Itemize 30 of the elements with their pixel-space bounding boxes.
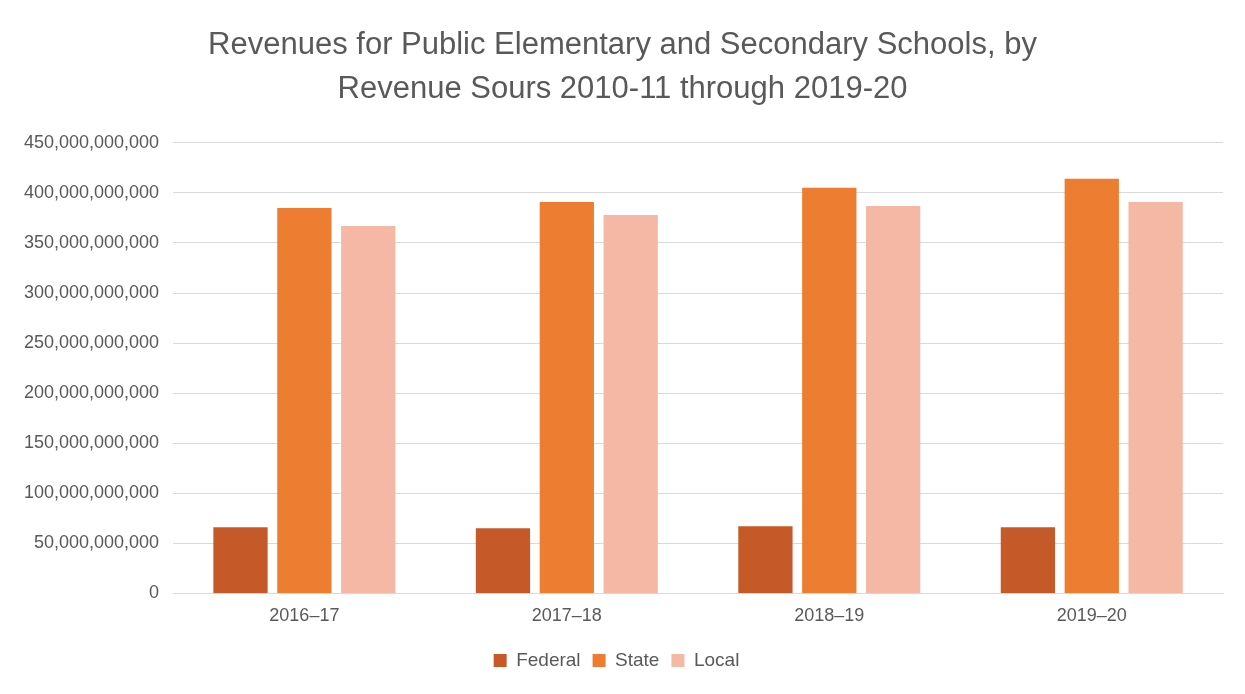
bar [1128, 201, 1183, 593]
y-tick-label: 200,000,000,000 [23, 382, 160, 403]
bar [277, 207, 332, 593]
legend-label: Local [693, 648, 740, 670]
x-tick-label: 2016–17 [269, 605, 340, 626]
y-tick-label: 400,000,000,000 [23, 181, 160, 202]
bar [738, 526, 793, 593]
x-tick-label: 2017–18 [531, 605, 602, 626]
bar [1064, 178, 1119, 593]
x-tick-label: 2019–20 [1056, 605, 1127, 626]
legend-label: Federal [516, 648, 581, 670]
y-tick-label: 350,000,000,000 [23, 231, 160, 252]
bar [603, 214, 658, 593]
y-tick-label: 0 [149, 582, 160, 603]
y-tick-label: 100,000,000,000 [23, 482, 160, 503]
chart-title: Revenues for Public Elementary and Secondary Schools, by Revenue Sours 2010-11 through 2019-20 [207, 25, 1038, 107]
bar [1000, 527, 1056, 593]
y-tick-label: 450,000,000,000 [23, 131, 160, 152]
y-tick-label: 250,000,000,000 [23, 332, 160, 353]
bar [802, 187, 857, 593]
y-tick-label: 300,000,000,000 [23, 281, 160, 302]
y-tick-label: 50,000,000,000 [34, 532, 160, 553]
y-tick-label: 150,000,000,000 [23, 432, 160, 453]
legend-label: State [615, 648, 660, 670]
bar [341, 225, 396, 593]
x-tick-label: 2018–19 [794, 605, 865, 626]
bar [539, 201, 594, 593]
bar [475, 528, 531, 593]
bar [213, 527, 268, 593]
bar [866, 205, 921, 593]
